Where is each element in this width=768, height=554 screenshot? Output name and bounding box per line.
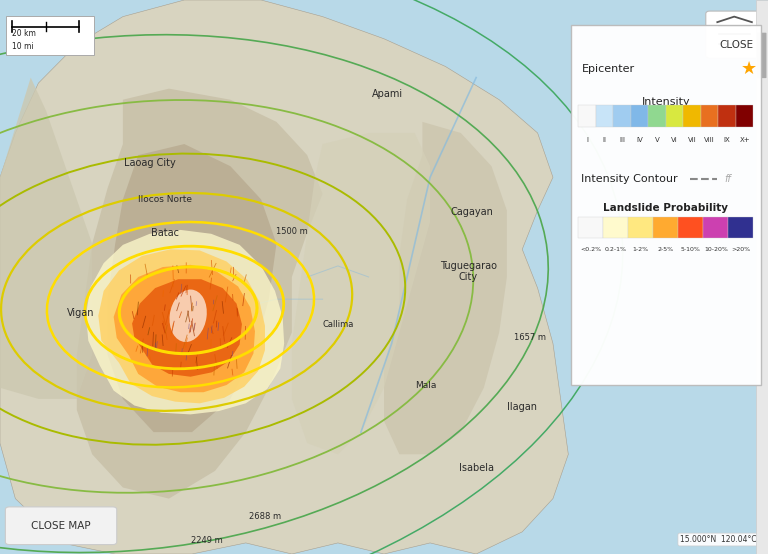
Text: VII: VII	[688, 137, 697, 143]
Text: 2249 m: 2249 m	[191, 536, 223, 545]
FancyBboxPatch shape	[728, 217, 753, 238]
Text: III: III	[619, 137, 625, 143]
Text: Laoag City: Laoag City	[124, 158, 176, 168]
FancyBboxPatch shape	[648, 105, 666, 127]
FancyBboxPatch shape	[701, 105, 718, 127]
FancyBboxPatch shape	[628, 217, 654, 238]
Text: VIII: VIII	[704, 137, 715, 143]
Text: Vigan: Vigan	[67, 308, 94, 318]
Text: Mala: Mala	[415, 381, 437, 389]
Text: Isabela: Isabela	[458, 463, 494, 473]
FancyBboxPatch shape	[596, 105, 614, 127]
FancyBboxPatch shape	[718, 105, 736, 127]
Text: 10 mi: 10 mi	[12, 42, 34, 51]
Text: 2688 m: 2688 m	[249, 512, 281, 521]
FancyBboxPatch shape	[703, 217, 728, 238]
Text: Callima: Callima	[323, 320, 353, 329]
Text: V: V	[655, 137, 660, 143]
Text: Tuguegarao
City: Tuguegarao City	[440, 261, 497, 282]
FancyBboxPatch shape	[666, 105, 684, 127]
Text: 5-10%: 5-10%	[681, 247, 701, 252]
Polygon shape	[77, 89, 323, 499]
Text: Epicenter: Epicenter	[581, 64, 634, 74]
FancyBboxPatch shape	[756, 0, 768, 554]
FancyBboxPatch shape	[684, 105, 701, 127]
FancyBboxPatch shape	[604, 217, 628, 238]
Text: Intensity: Intensity	[641, 98, 690, 107]
Polygon shape	[0, 0, 568, 554]
Text: 1500 m: 1500 m	[276, 227, 308, 236]
FancyBboxPatch shape	[654, 217, 678, 238]
Text: Batac: Batac	[151, 228, 179, 238]
FancyBboxPatch shape	[6, 16, 94, 55]
Text: CLOSE: CLOSE	[720, 40, 753, 50]
Text: 1-2%: 1-2%	[633, 247, 649, 252]
Text: IV: IV	[636, 137, 643, 143]
Polygon shape	[108, 144, 276, 432]
FancyBboxPatch shape	[736, 105, 753, 127]
Text: 15.000°N  120.04°C: 15.000°N 120.04°C	[680, 535, 756, 544]
Text: Landslide Probability: Landslide Probability	[604, 203, 728, 213]
Polygon shape	[132, 279, 242, 377]
Text: IX: IX	[723, 137, 730, 143]
Text: ★: ★	[741, 60, 756, 78]
Text: X+: X+	[740, 137, 750, 143]
FancyBboxPatch shape	[578, 105, 596, 127]
Text: 0.2-1%: 0.2-1%	[605, 247, 627, 252]
Polygon shape	[0, 78, 92, 399]
FancyBboxPatch shape	[631, 105, 648, 127]
Text: 20 km: 20 km	[12, 29, 36, 38]
Text: 10-20%: 10-20%	[704, 247, 728, 252]
FancyBboxPatch shape	[571, 25, 761, 385]
Text: VI: VI	[671, 137, 678, 143]
FancyBboxPatch shape	[757, 33, 766, 78]
Text: >20%: >20%	[731, 247, 750, 252]
Text: 1657 m: 1657 m	[514, 334, 546, 342]
Text: II: II	[603, 137, 607, 143]
Text: Apami: Apami	[372, 89, 403, 99]
Text: I: I	[586, 137, 588, 143]
FancyBboxPatch shape	[578, 217, 604, 238]
Text: Ilocos Norte: Ilocos Norte	[138, 195, 192, 204]
Text: Intensity Contour: Intensity Contour	[581, 174, 678, 184]
FancyBboxPatch shape	[706, 11, 763, 58]
FancyBboxPatch shape	[614, 105, 631, 127]
Polygon shape	[114, 265, 255, 392]
Text: <0.2%: <0.2%	[581, 247, 601, 252]
FancyBboxPatch shape	[678, 217, 703, 238]
Text: Ilagan: Ilagan	[507, 402, 538, 412]
Polygon shape	[292, 133, 430, 454]
Text: 2-5%: 2-5%	[658, 247, 674, 252]
FancyBboxPatch shape	[5, 507, 117, 545]
Text: CLOSE MAP: CLOSE MAP	[31, 521, 91, 531]
Polygon shape	[98, 249, 265, 403]
Ellipse shape	[170, 290, 207, 342]
Polygon shape	[384, 122, 507, 454]
Text: Cagayan: Cagayan	[451, 207, 494, 217]
Polygon shape	[86, 230, 284, 414]
Text: ff: ff	[724, 174, 731, 184]
